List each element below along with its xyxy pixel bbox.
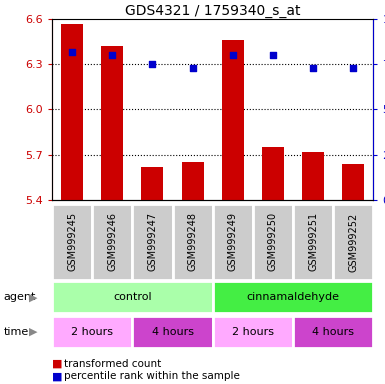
Bar: [293, 204, 333, 280]
Bar: [52, 204, 92, 280]
Bar: [182, 162, 204, 200]
Text: cinnamaldehyde: cinnamaldehyde: [246, 292, 340, 302]
Text: ▶: ▶: [28, 292, 37, 302]
Title: GDS4321 / 1759340_s_at: GDS4321 / 1759340_s_at: [125, 4, 300, 18]
Bar: [132, 204, 172, 280]
Text: GSM999247: GSM999247: [147, 212, 157, 271]
Text: ▶: ▶: [28, 327, 37, 337]
Text: GSM999250: GSM999250: [268, 212, 278, 271]
Text: 4 hours: 4 hours: [312, 327, 354, 337]
Bar: [92, 204, 132, 280]
Point: [310, 65, 316, 71]
Point: [270, 52, 276, 58]
Text: 4 hours: 4 hours: [152, 327, 194, 337]
Text: GSM999249: GSM999249: [228, 212, 238, 271]
Bar: [222, 40, 244, 200]
Bar: [172, 204, 213, 280]
Text: agent: agent: [4, 292, 36, 302]
Bar: [333, 204, 373, 280]
Text: GSM999245: GSM999245: [67, 212, 77, 271]
Bar: [101, 46, 123, 200]
Bar: [52, 316, 132, 348]
Text: GSM999251: GSM999251: [308, 212, 318, 271]
Text: 2 hours: 2 hours: [232, 327, 274, 337]
Point: [109, 52, 116, 58]
Bar: [132, 316, 213, 348]
Bar: [61, 24, 83, 200]
Text: GSM999252: GSM999252: [348, 212, 358, 271]
Bar: [293, 316, 373, 348]
Text: transformed count: transformed count: [64, 359, 161, 369]
Point: [69, 49, 75, 55]
Bar: [342, 164, 365, 200]
Bar: [302, 152, 324, 200]
Text: percentile rank within the sample: percentile rank within the sample: [64, 371, 239, 381]
Text: time: time: [4, 327, 29, 337]
Text: 2 hours: 2 hours: [71, 327, 113, 337]
Bar: [213, 204, 253, 280]
Point: [230, 52, 236, 58]
Bar: [262, 147, 284, 200]
Text: ■: ■: [52, 359, 62, 369]
Bar: [213, 281, 373, 313]
Point: [149, 61, 156, 68]
Text: GSM999248: GSM999248: [187, 212, 198, 271]
Bar: [213, 316, 293, 348]
Text: GSM999246: GSM999246: [107, 212, 117, 271]
Text: control: control: [113, 292, 152, 302]
Bar: [253, 204, 293, 280]
Bar: [52, 281, 213, 313]
Point: [350, 65, 357, 71]
Bar: [141, 167, 164, 200]
Point: [189, 65, 196, 71]
Text: ■: ■: [52, 371, 62, 381]
